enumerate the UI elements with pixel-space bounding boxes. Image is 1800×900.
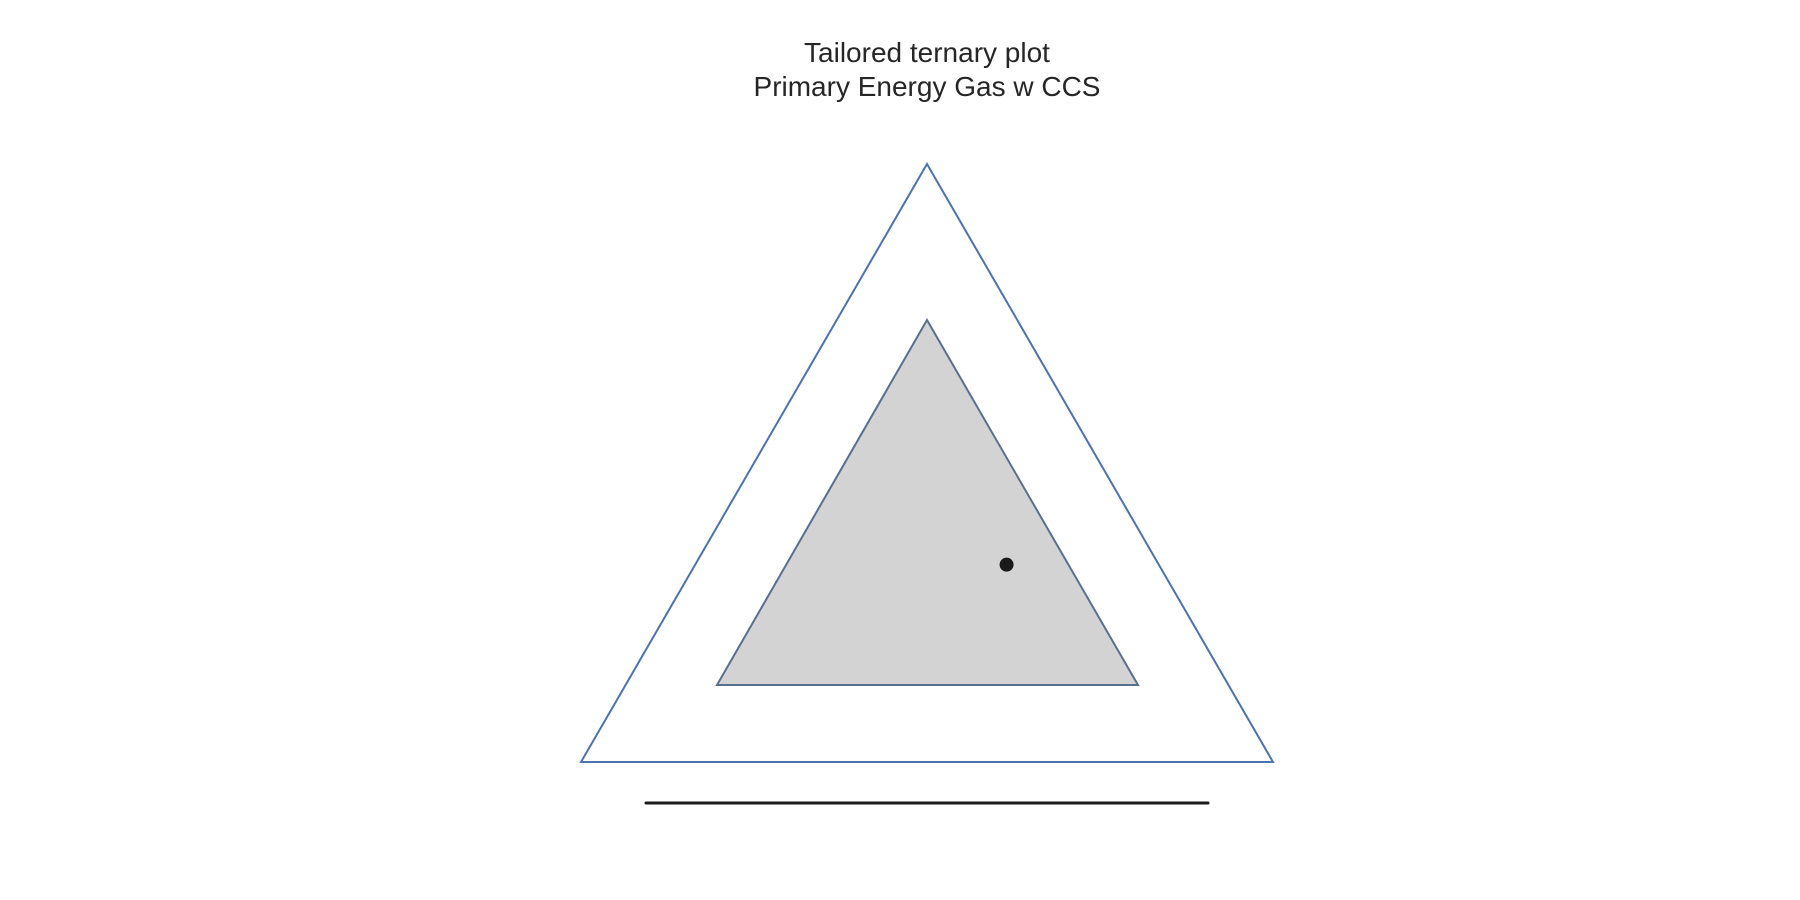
inner-triangle-region [715,317,1140,686]
outer-triangle [579,162,1275,763]
chart-title: Tailored ternary plot [804,37,1050,68]
data-points [999,557,1014,572]
chart-subtitle: Primary Energy Gas w CCS [753,71,1101,102]
chart-title-block: Tailored ternary plot Primary Energy Gas… [0,36,1800,104]
data-point-0 [999,557,1014,572]
